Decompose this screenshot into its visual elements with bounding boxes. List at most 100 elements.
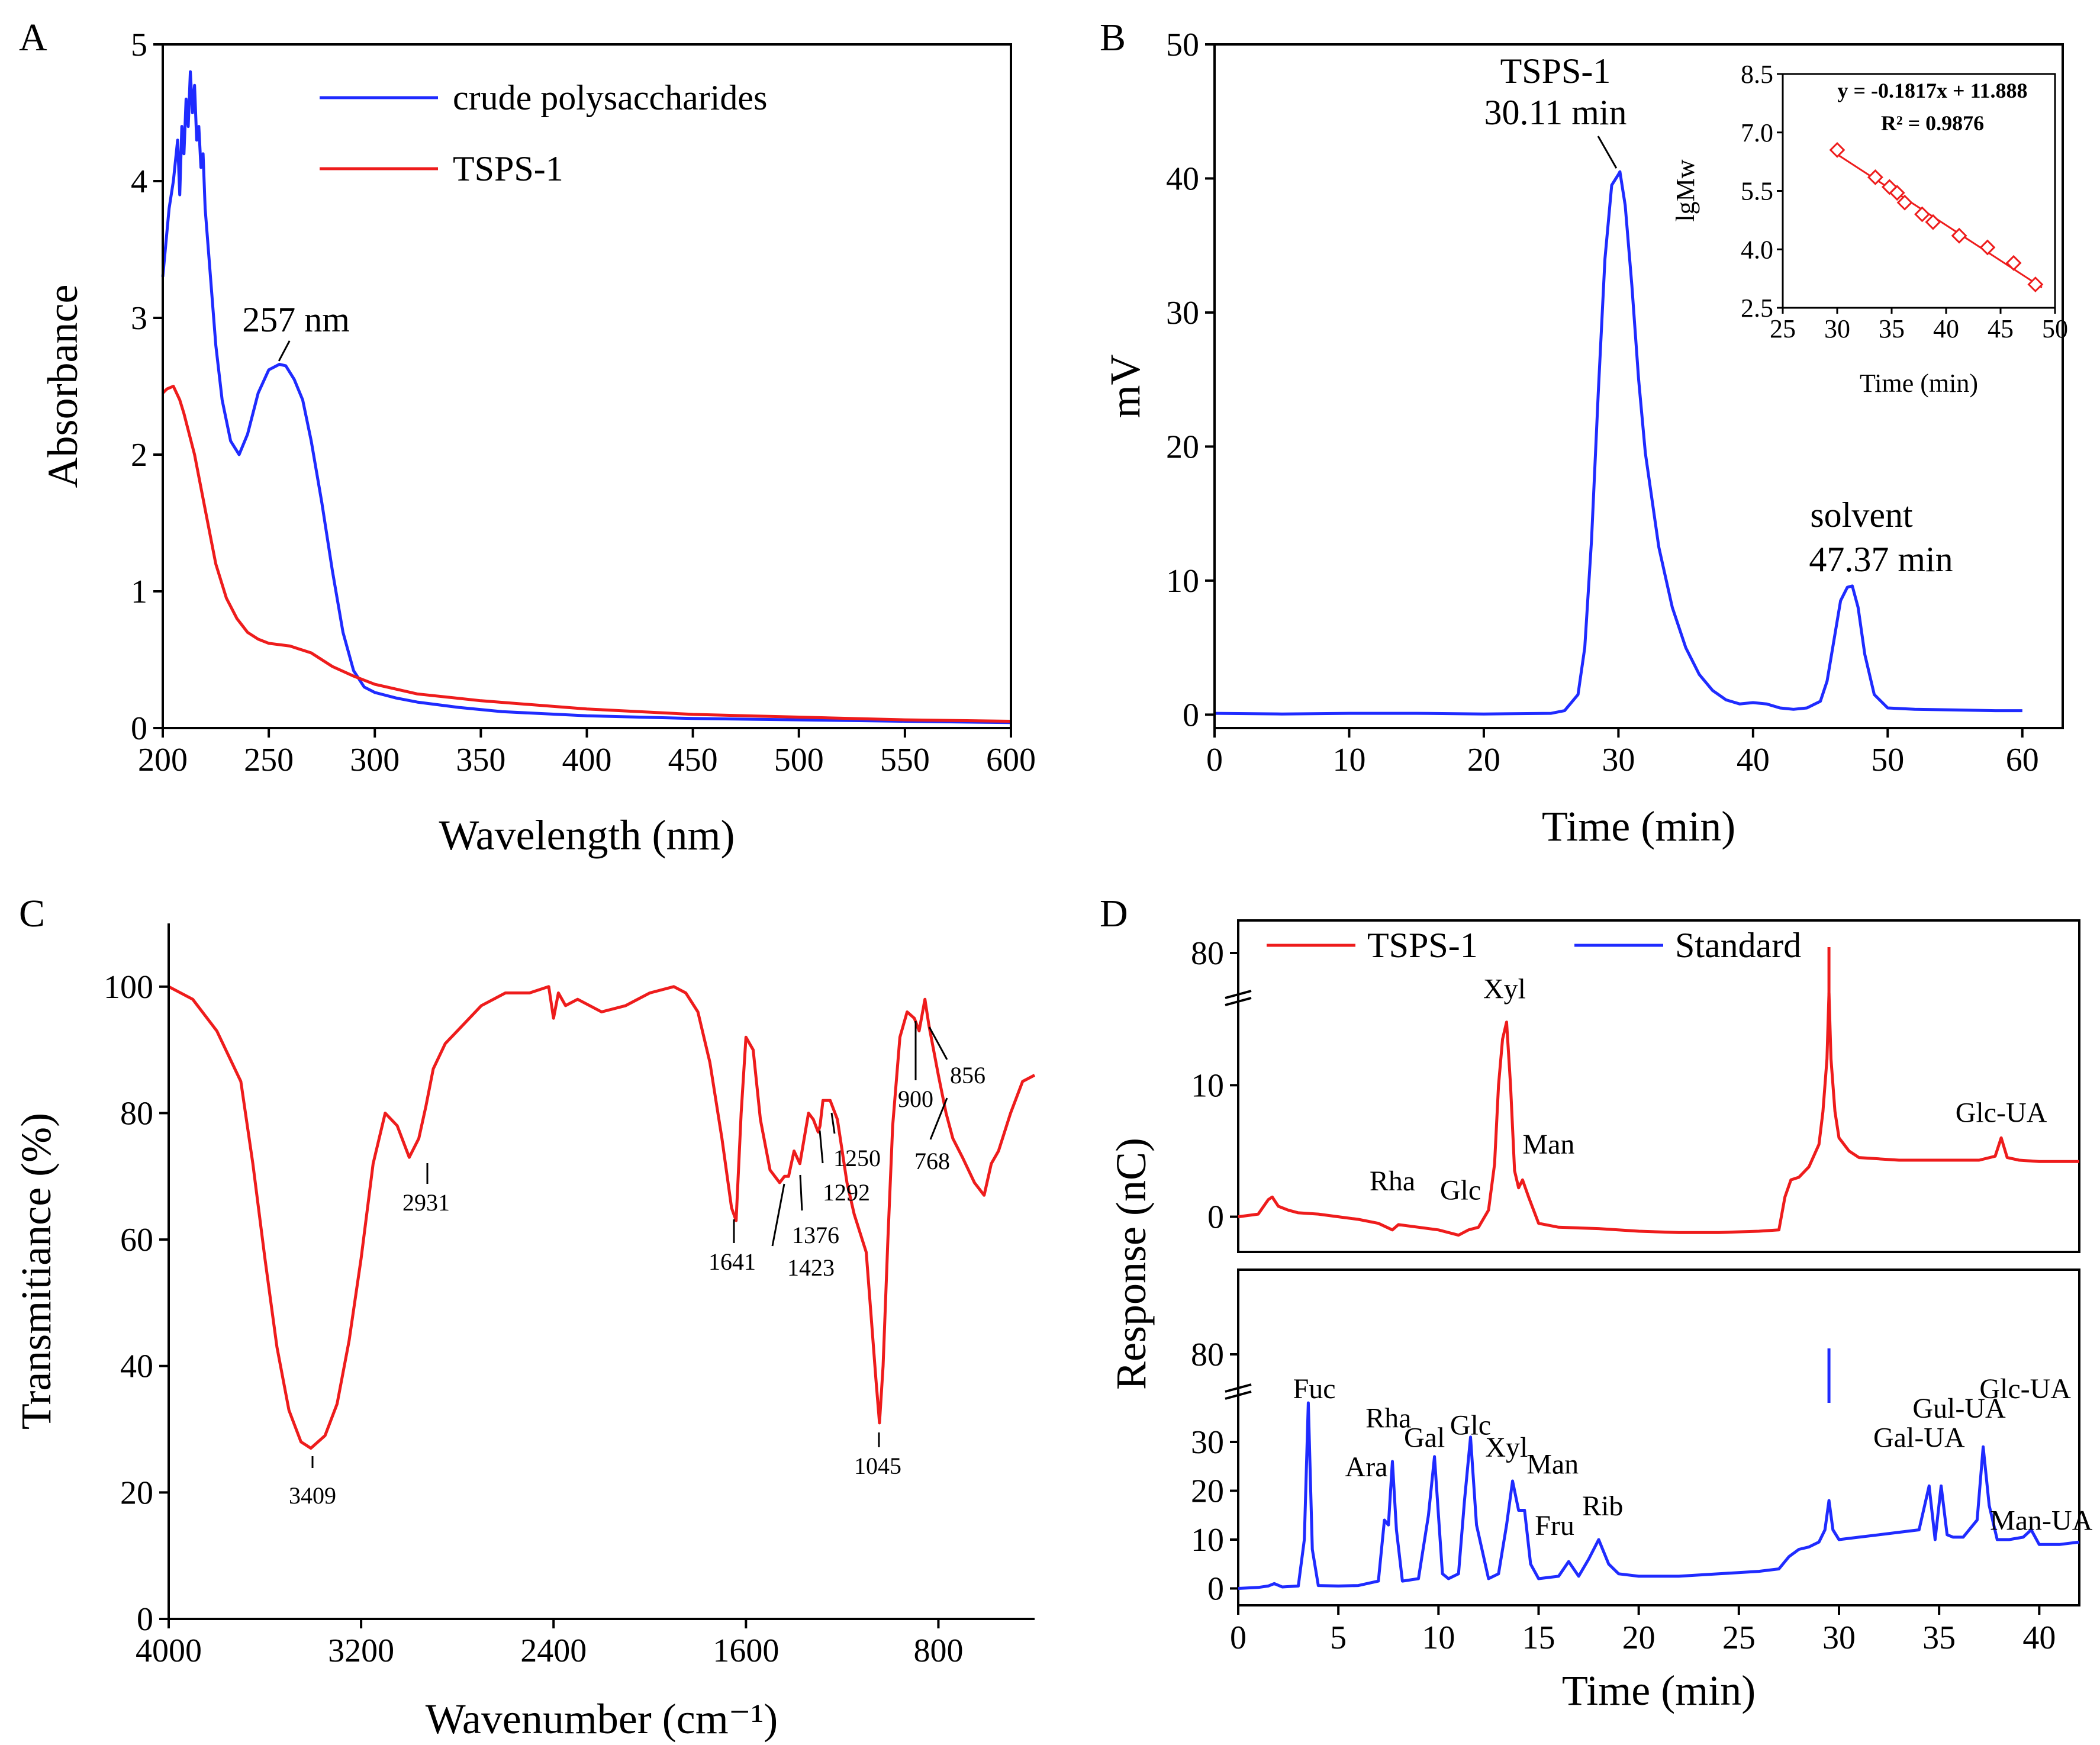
series-line-standard xyxy=(1238,1401,2080,1590)
inset-x-tick-label: 30 xyxy=(1824,314,1850,343)
annotation-leader xyxy=(1597,136,1618,169)
x-tick-label: 20 xyxy=(1467,742,1500,778)
peak-label: 768 xyxy=(914,1148,950,1174)
legend-label: TSPS-1 xyxy=(453,149,563,188)
peak-leader xyxy=(799,1174,803,1211)
inset-y-axis-title: lgMw xyxy=(1671,159,1700,221)
x-tick-label: 2400 xyxy=(520,1633,587,1669)
inset-r-squared: R² = 0.9876 xyxy=(1881,111,1984,135)
peak-label: Rha xyxy=(1370,1166,1415,1197)
y-tick-label: 1 xyxy=(131,574,147,610)
y-tick-label: 30 xyxy=(1191,1424,1224,1461)
peak-label: Xyl xyxy=(1485,1432,1528,1463)
peak-label: 856 xyxy=(950,1062,985,1089)
peak-label: 1376 xyxy=(792,1222,839,1248)
peak-label: Ara xyxy=(1345,1451,1388,1483)
y-tick-label: 3 xyxy=(131,300,147,337)
x-tick-label: 0 xyxy=(1230,1620,1247,1656)
y-tick-label: 2 xyxy=(131,437,147,474)
x-tick-label: 25 xyxy=(1722,1620,1756,1656)
inset-x-tick-label: 40 xyxy=(1933,314,1959,343)
peak-leader xyxy=(771,1183,785,1247)
y-tick-label: 0 xyxy=(1207,1571,1224,1608)
inset-y-tick-label: 8.5 xyxy=(1741,60,1773,89)
x-axis-title: Wavelength (nm) xyxy=(439,812,735,859)
x-tick-label: 35 xyxy=(1922,1620,1956,1656)
peak-label: Man xyxy=(1526,1449,1579,1480)
y-tick-label: 50 xyxy=(1166,27,1199,63)
axis-break-mark xyxy=(1225,1390,1252,1400)
plot-frame-b xyxy=(1213,43,2064,729)
series-line-gpc xyxy=(1214,170,2022,716)
x-axis-title: Wavenumber (cm⁻¹) xyxy=(426,1695,778,1743)
y-tick-label: 80 xyxy=(120,1095,153,1132)
legend-label: Standard xyxy=(1675,926,1801,965)
peak-label: 1423 xyxy=(787,1254,835,1281)
y-tick-label: 10 xyxy=(1191,1522,1224,1559)
peak-label: 1250 xyxy=(833,1145,881,1171)
inset-data-point xyxy=(1867,169,1883,185)
panel-label-b: B xyxy=(1100,16,1126,59)
inset-data-point xyxy=(1896,194,1913,211)
x-tick-label: 4000 xyxy=(136,1633,202,1669)
y-tick-label: 5 xyxy=(131,27,147,63)
peak-label: 1292 xyxy=(823,1179,870,1206)
x-tick-label: 50 xyxy=(1871,742,1904,778)
peak-label: 2931 xyxy=(402,1189,450,1216)
x-tick-label: 0 xyxy=(1206,742,1223,778)
y-axis-title: Absorbance xyxy=(39,285,86,488)
inset-data-point xyxy=(1951,227,1967,244)
y-axis-title: Transmitiance (%) xyxy=(12,1113,60,1430)
peak-label: 3409 xyxy=(289,1482,336,1509)
axis-break-mark xyxy=(1225,1383,1252,1393)
series-line-tsps1 xyxy=(1238,991,2079,1237)
y-tick-label: 20 xyxy=(120,1474,153,1511)
series-line-tsps1 xyxy=(162,385,1012,723)
inset-x-tick-label: 45 xyxy=(1988,314,2014,343)
legend-label: TSPS-1 xyxy=(1367,926,1478,965)
x-tick-label: 550 xyxy=(880,742,930,778)
peak-label: Glc xyxy=(1450,1410,1491,1441)
inset-y-tick-label: 7.0 xyxy=(1741,118,1773,147)
inset-equation: y = -0.1817x + 11.888 xyxy=(1837,79,2027,102)
inset-y-tick-label: 4.0 xyxy=(1741,235,1773,264)
x-tick-label: 350 xyxy=(456,742,505,778)
x-tick-label: 10 xyxy=(1422,1620,1455,1656)
y-tick-label: 0 xyxy=(1183,697,1199,733)
annotation-tsps1-name: TSPS-1 xyxy=(1500,51,1611,91)
y-tick-label: 0 xyxy=(137,1601,153,1638)
y-tick-label: 0 xyxy=(131,710,147,747)
plot-frame-a xyxy=(162,43,1012,729)
x-tick-label: 30 xyxy=(1822,1620,1856,1656)
peak-label: Rha xyxy=(1365,1402,1411,1434)
x-tick-label: 30 xyxy=(1602,742,1635,778)
x-tick-label: 300 xyxy=(350,742,400,778)
y-tick-label: 10 xyxy=(1191,1067,1224,1104)
peak-label: Glc-UA xyxy=(1979,1373,2071,1405)
peak-leader xyxy=(929,1097,948,1140)
peak-leader xyxy=(928,1026,948,1060)
peak-label: 1045 xyxy=(854,1453,901,1479)
series-line-ftir xyxy=(168,985,1036,1450)
y-tick-label: 100 xyxy=(104,969,153,1006)
inset-data-point xyxy=(1979,239,1996,256)
x-tick-label: 200 xyxy=(138,742,188,778)
y-axis-title: Response (nC) xyxy=(1107,1138,1155,1390)
x-tick-label: 20 xyxy=(1622,1620,1655,1656)
y-axis-title: mV xyxy=(1101,354,1149,418)
series-line-crude xyxy=(161,70,1012,725)
x-tick-label: 40 xyxy=(1737,742,1770,778)
inset-y-tick-label: 2.5 xyxy=(1741,294,1773,323)
x-tick-label: 1600 xyxy=(713,1633,779,1669)
peak-label: 1641 xyxy=(708,1248,756,1275)
inset-frame xyxy=(1782,73,2056,309)
x-tick-label: 800 xyxy=(913,1633,963,1669)
inset-data-point xyxy=(1889,185,1905,201)
peak-label: Rib xyxy=(1582,1490,1623,1522)
inset-x-tick-label: 50 xyxy=(2042,314,2068,343)
y-tick-label: 0 xyxy=(1207,1199,1224,1236)
y-tick-label: 60 xyxy=(120,1222,153,1258)
inset-x-axis-title: Time (min) xyxy=(1860,369,1978,398)
x-axis-title: Time (min) xyxy=(1562,1667,1756,1714)
